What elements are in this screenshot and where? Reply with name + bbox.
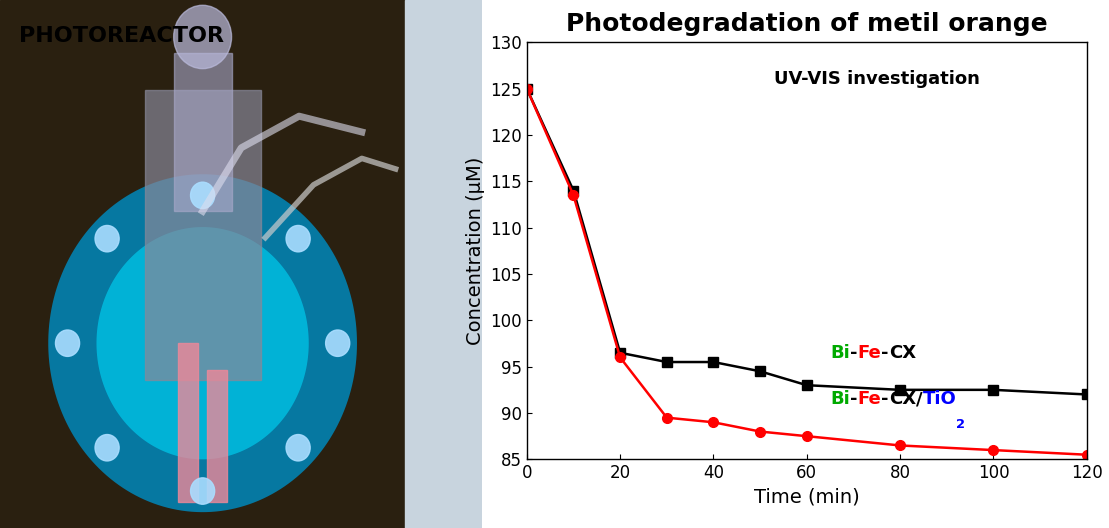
Text: 2: 2 xyxy=(956,418,965,431)
Polygon shape xyxy=(96,227,308,459)
Text: -: - xyxy=(849,390,857,408)
Text: PHOTOREACTOR: PHOTOREACTOR xyxy=(19,26,224,46)
Text: -: - xyxy=(849,344,857,362)
Text: Fe: Fe xyxy=(857,344,882,362)
Text: CX: CX xyxy=(888,344,916,362)
Text: CX: CX xyxy=(888,390,916,408)
Circle shape xyxy=(191,478,215,504)
Bar xyxy=(207,370,226,502)
Text: -: - xyxy=(882,390,888,408)
Circle shape xyxy=(95,435,119,461)
Circle shape xyxy=(286,435,311,461)
Circle shape xyxy=(326,330,349,356)
Text: Bi: Bi xyxy=(831,390,849,408)
Title: Photodegradation of metil orange: Photodegradation of metil orange xyxy=(566,12,1048,36)
Text: Fe: Fe xyxy=(857,390,882,408)
Circle shape xyxy=(174,5,232,69)
Text: Bi: Bi xyxy=(831,344,849,362)
Polygon shape xyxy=(49,174,357,512)
Circle shape xyxy=(55,330,80,356)
Text: TiO: TiO xyxy=(923,390,956,408)
Circle shape xyxy=(95,225,119,252)
Text: UV-VIS investigation: UV-VIS investigation xyxy=(774,70,979,88)
Bar xyxy=(174,53,232,211)
Circle shape xyxy=(286,225,311,252)
Bar xyxy=(0,0,405,528)
Circle shape xyxy=(191,182,215,209)
Y-axis label: Concentration (μM): Concentration (μM) xyxy=(466,157,485,345)
Bar xyxy=(405,0,482,528)
Text: /: / xyxy=(916,390,923,408)
Bar xyxy=(144,90,261,380)
Bar xyxy=(179,343,197,502)
X-axis label: Time (min): Time (min) xyxy=(754,488,859,507)
Text: -: - xyxy=(882,344,888,362)
